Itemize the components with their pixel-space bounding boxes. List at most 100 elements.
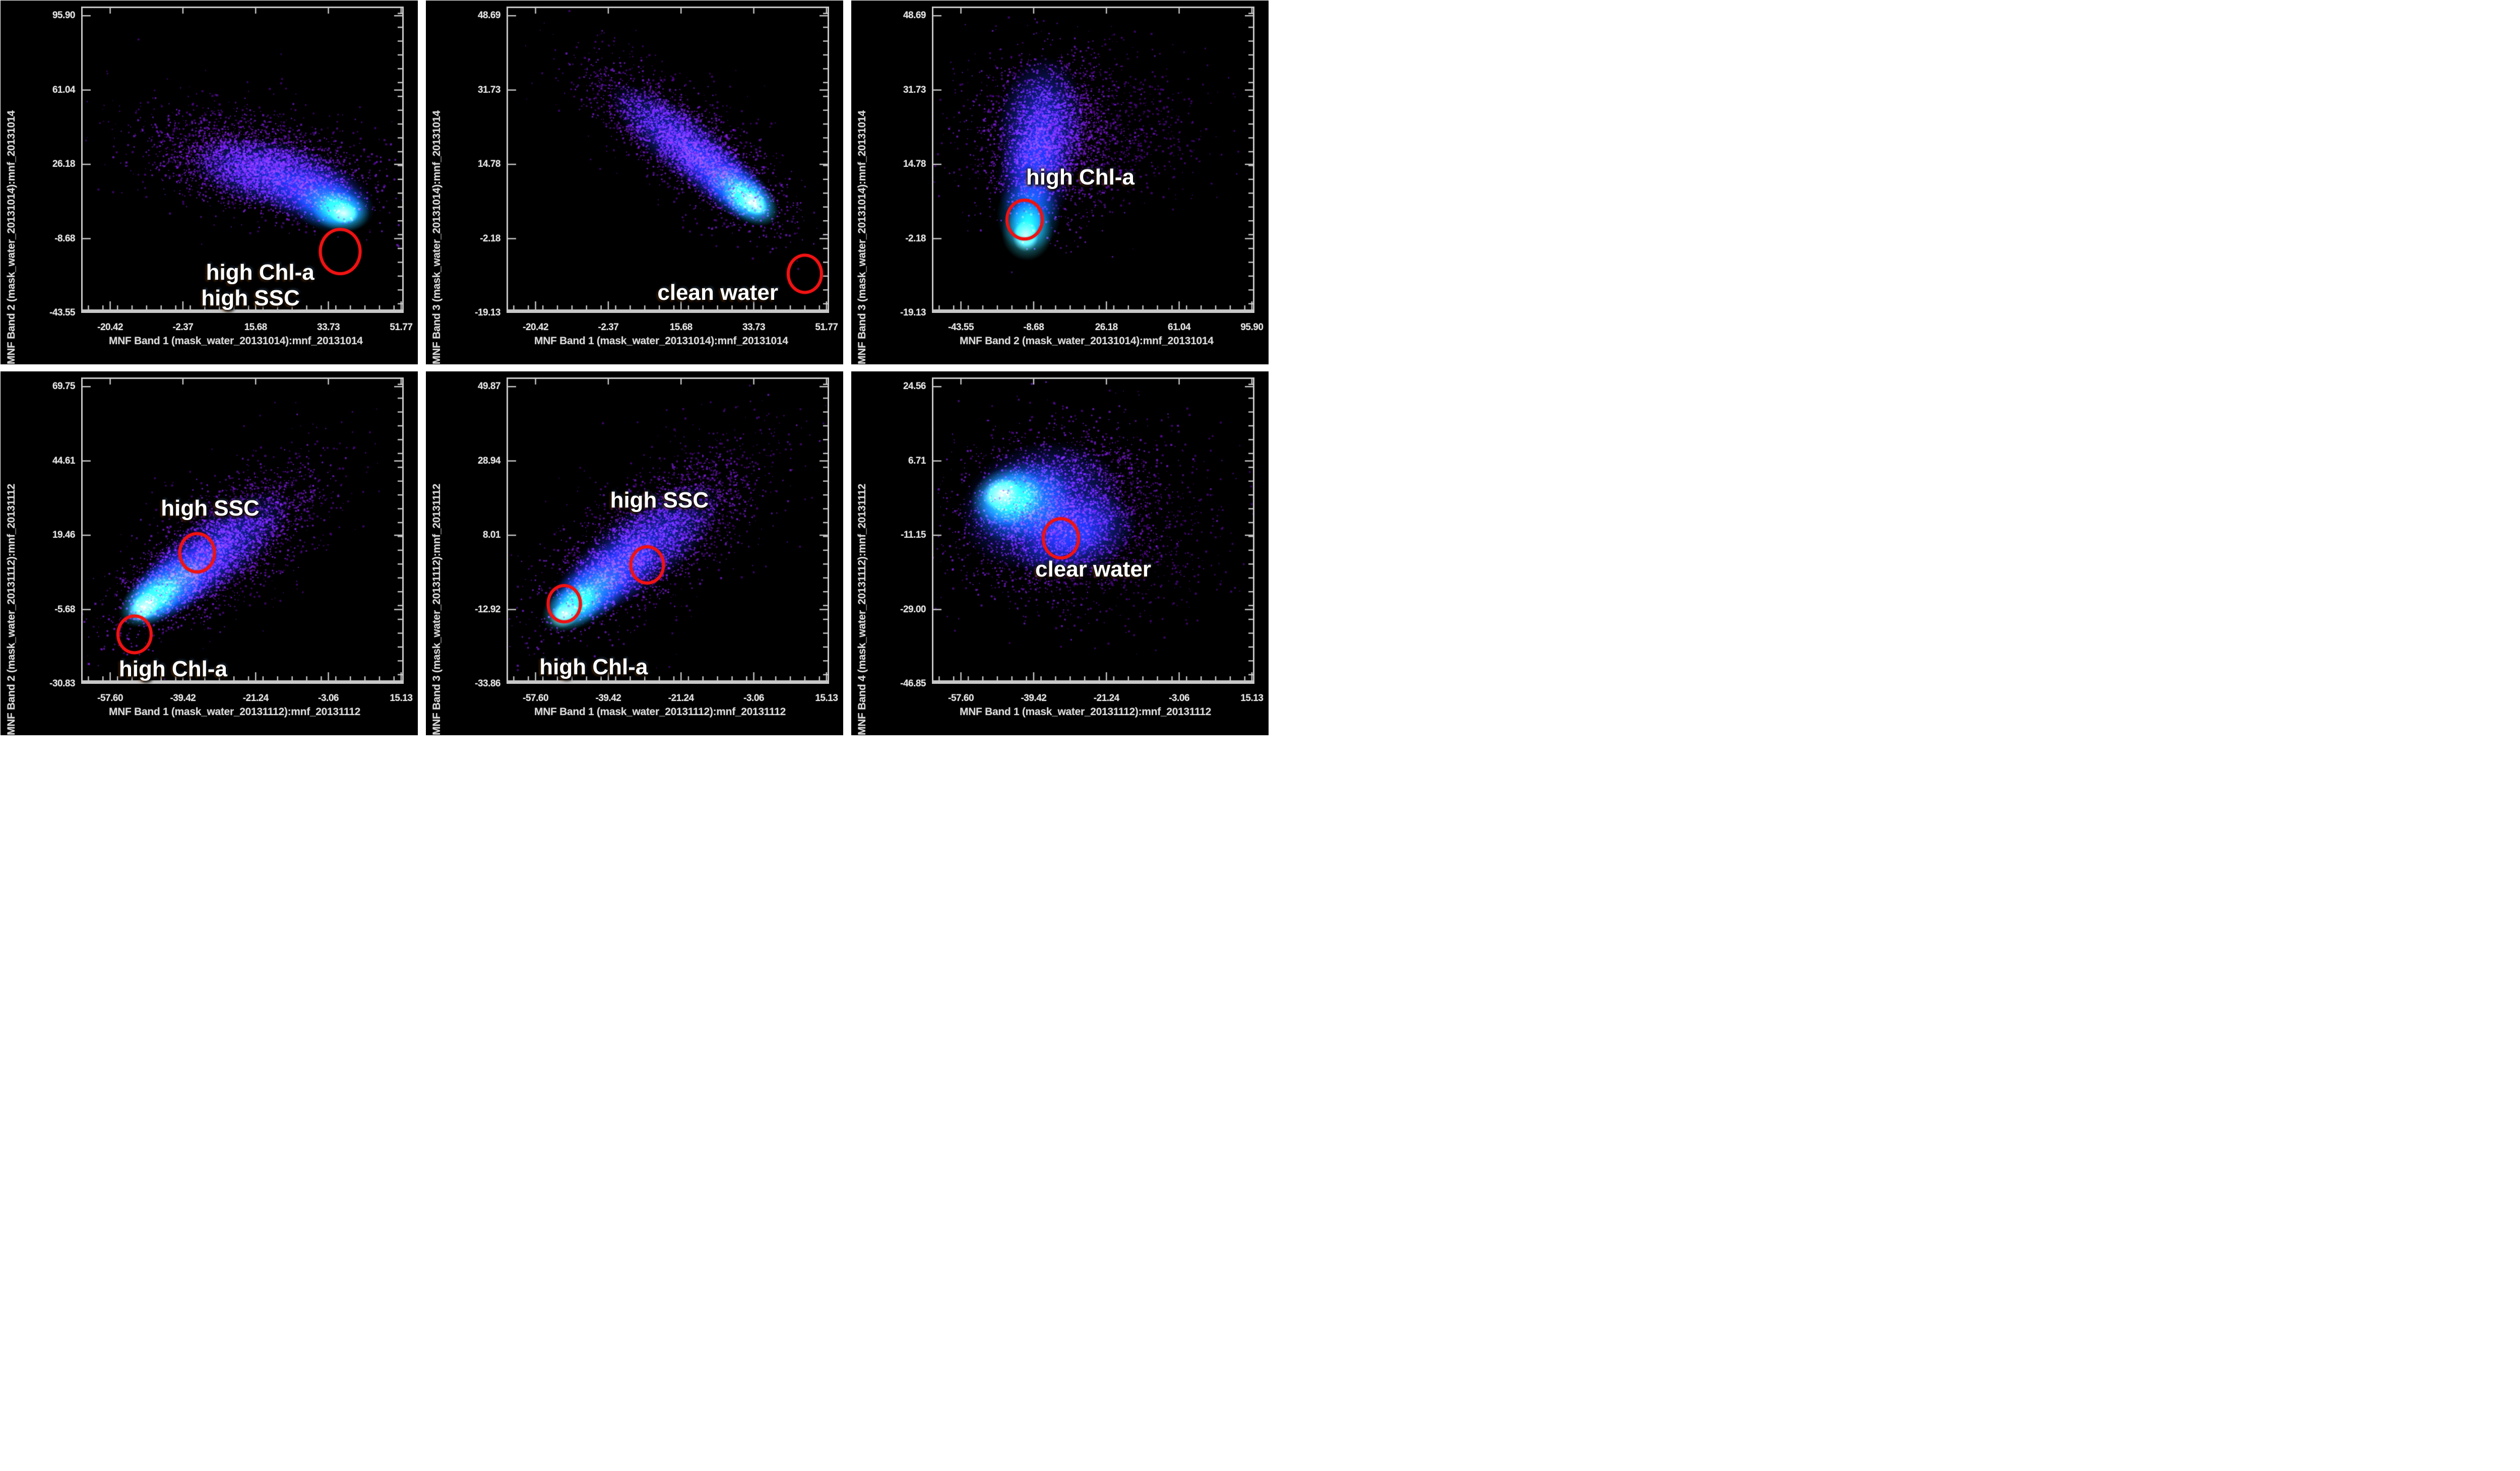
y-tick-label: 31.73 — [477, 84, 501, 95]
x-tick-label: 15.13 — [815, 693, 838, 703]
y-tick-label: -5.68 — [54, 604, 75, 615]
density-scatter-canvas — [507, 7, 829, 313]
y-tick-label: 6.71 — [908, 455, 926, 466]
x-tick-label: -39.42 — [170, 693, 196, 703]
y-tick-label: 44.61 — [52, 455, 76, 466]
y-tick-label: 28.94 — [477, 455, 501, 466]
scatter-panel-bottom-left: MNF Band 2 (mask_water_20131112):mnf_201… — [1, 371, 418, 735]
x-tick-label: -20.42 — [97, 322, 123, 333]
x-tick-label: -8.68 — [1023, 322, 1044, 333]
highlight-circle — [178, 532, 216, 573]
y-tick-label: -19.13 — [900, 307, 926, 318]
y-tick-label: 61.04 — [52, 84, 76, 95]
x-axis-title: MNF Band 1 (mask_water_20131112):mnf_201… — [960, 706, 1211, 718]
y-tick-label: 95.90 — [52, 10, 76, 21]
annotation-label: high Chl-a — [539, 654, 648, 679]
y-tick-label: -30.83 — [49, 678, 75, 689]
x-tick-label: 61.04 — [1168, 322, 1191, 333]
y-tick-label: 48.69 — [477, 10, 501, 21]
y-axis-title: MNF Band 4 (mask_water_20131112):mnf_201… — [856, 484, 868, 735]
highlight-circle — [629, 545, 665, 585]
x-tick-label: -20.42 — [523, 322, 549, 333]
scatter-panel-bottom-middle: MNF Band 3 (mask_water_20131112):mnf_201… — [426, 371, 843, 735]
x-axis-title: MNF Band 2 (mask_water_20131014):mnf_201… — [960, 335, 1214, 347]
x-tick-label: -3.06 — [743, 693, 764, 703]
x-tick-label: -57.60 — [948, 693, 974, 703]
y-tick-label: 8.01 — [483, 530, 500, 541]
annotation-label: high Chl-a — [118, 656, 227, 681]
x-tick-label: -2.37 — [598, 322, 619, 333]
x-axis-title: MNF Band 1 (mask_water_20131112):mnf_201… — [534, 706, 786, 718]
y-tick-label: 31.73 — [903, 84, 926, 95]
y-tick-label: -12.92 — [475, 604, 500, 615]
x-tick-label: 33.73 — [317, 322, 340, 333]
scatter-panel-bottom-right: MNF Band 4 (mask_water_20131112):mnf_201… — [851, 371, 1269, 735]
highlight-circle — [1042, 517, 1080, 560]
highlight-circle — [786, 253, 824, 294]
y-tick-label: 48.69 — [903, 10, 926, 21]
y-axis-title: MNF Band 3 (mask_water_20131014):mnf_201… — [431, 110, 443, 364]
annotation-label: high SSC — [610, 488, 709, 513]
x-tick-label: -21.24 — [242, 693, 269, 703]
density-scatter-canvas — [507, 377, 829, 684]
scatter-panel-top-left: MNF Band 2 (mask_water_20131014):mnf_201… — [1, 1, 418, 364]
y-tick-label: 69.75 — [52, 381, 76, 392]
y-axis-title: MNF Band 2 (mask_water_20131112):mnf_201… — [6, 484, 17, 735]
y-tick-label: 14.78 — [477, 159, 501, 170]
panel-grid: MNF Band 2 (mask_water_20131014):mnf_201… — [1, 1, 1269, 735]
x-tick-label: -57.60 — [97, 693, 123, 703]
x-tick-label: -21.24 — [668, 693, 694, 703]
highlight-circle — [319, 228, 362, 276]
x-tick-label: -3.06 — [318, 693, 339, 703]
y-tick-label: -43.55 — [49, 307, 75, 318]
y-axis-title: MNF Band 3 (mask_water_20131112):mnf_201… — [431, 484, 443, 735]
x-tick-label: -57.60 — [523, 693, 549, 703]
annotation-label: high SSC — [161, 496, 260, 521]
x-tick-label: 51.77 — [390, 322, 413, 333]
y-tick-label: 24.56 — [903, 381, 926, 392]
highlight-circle — [1005, 198, 1044, 241]
scatter-panel-top-right: MNF Band 3 (mask_water_20131014):mnf_201… — [851, 1, 1269, 364]
x-tick-label: 26.18 — [1095, 322, 1118, 333]
density-scatter-canvas — [932, 7, 1254, 313]
highlight-circle — [546, 584, 582, 624]
y-tick-label: 14.78 — [903, 159, 926, 170]
x-tick-label: 15.68 — [244, 322, 268, 333]
y-tick-label: -2.18 — [480, 233, 500, 244]
x-tick-label: 95.90 — [1240, 322, 1264, 333]
y-tick-label: -19.13 — [475, 307, 500, 318]
x-axis-title: MNF Band 1 (mask_water_20131112):mnf_201… — [109, 706, 360, 718]
y-tick-label: 19.46 — [52, 530, 76, 541]
x-axis-title: MNF Band 1 (mask_water_20131014):mnf_201… — [109, 335, 363, 347]
y-tick-label: -8.68 — [54, 233, 75, 244]
x-tick-label: 15.13 — [390, 693, 413, 703]
y-tick-label: -11.15 — [901, 530, 926, 541]
annotation-label: clean water — [657, 280, 779, 305]
y-tick-label: -2.18 — [905, 233, 926, 244]
x-tick-label: 15.68 — [669, 322, 693, 333]
x-tick-label: 15.13 — [1240, 693, 1264, 703]
y-tick-label: 26.18 — [52, 159, 76, 170]
y-tick-label: -46.85 — [900, 678, 926, 689]
x-tick-label: -21.24 — [1093, 693, 1119, 703]
y-tick-label: -29.00 — [900, 604, 926, 615]
x-tick-label: 33.73 — [742, 322, 766, 333]
density-scatter-canvas — [932, 377, 1254, 684]
x-tick-label: -43.55 — [948, 322, 974, 333]
x-axis-title: MNF Band 1 (mask_water_20131014):mnf_201… — [534, 335, 788, 347]
annotation-label: high Chl-a — [1026, 165, 1135, 190]
x-tick-label: -2.37 — [172, 322, 194, 333]
y-tick-label: -33.86 — [475, 678, 500, 689]
highlight-circle — [116, 614, 153, 655]
mnf-scatter-figure: MNF Band 2 (mask_water_20131014):mnf_201… — [0, 0, 1273, 736]
x-tick-label: -39.42 — [595, 693, 621, 703]
annotation-label: high Chl-a — [206, 260, 314, 285]
scatter-panel-top-middle: MNF Band 3 (mask_water_20131014):mnf_201… — [426, 1, 843, 364]
y-axis-title: MNF Band 2 (mask_water_20131014):mnf_201… — [6, 110, 17, 364]
y-tick-label: 49.87 — [477, 381, 501, 392]
annotation-label: high SSC — [201, 285, 300, 310]
x-tick-label: 51.77 — [815, 322, 838, 333]
y-axis-title: MNF Band 3 (mask_water_20131014):mnf_201… — [856, 110, 868, 364]
x-tick-label: -3.06 — [1169, 693, 1189, 703]
x-tick-label: -39.42 — [1021, 693, 1047, 703]
